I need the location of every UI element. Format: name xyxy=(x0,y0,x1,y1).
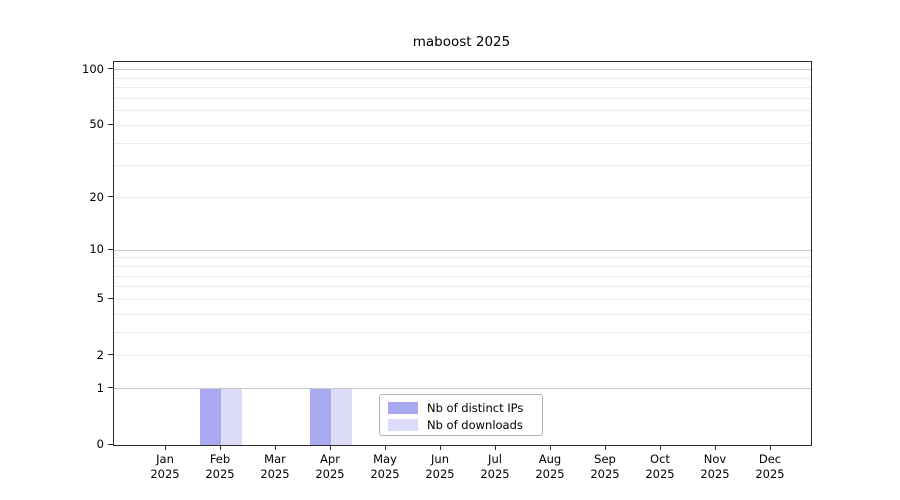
major-gridline xyxy=(114,69,811,71)
x-tick-mark xyxy=(384,445,386,450)
minor-gridline xyxy=(114,165,811,167)
minor-gridline xyxy=(114,286,811,288)
x-tick-mark xyxy=(494,445,496,450)
x-tick-mark xyxy=(604,445,606,450)
y-tick-mark xyxy=(108,196,113,198)
x-tick-year: 2025 xyxy=(260,467,290,481)
x-tick-mark xyxy=(219,445,221,450)
y-tick-mark xyxy=(108,354,113,356)
minor-gridline xyxy=(114,197,811,199)
major-gridline xyxy=(114,249,811,251)
x-tick-month: Oct xyxy=(650,452,670,466)
chart-title: maboost 2025 xyxy=(412,34,511,50)
plot-area: Nb of distinct IPs Nb of downloads xyxy=(113,61,812,446)
x-tick-month: Jun xyxy=(431,452,449,466)
x-tick-month: Aug xyxy=(538,452,562,466)
x-tick-year: 2025 xyxy=(755,467,785,481)
x-tick-year: 2025 xyxy=(480,467,510,481)
minor-gridline xyxy=(114,298,811,300)
x-tick-label: Jan 2025 xyxy=(135,452,195,482)
x-tick-label: Mar 2025 xyxy=(245,452,305,482)
x-tick-year: 2025 xyxy=(645,467,675,481)
minor-gridline xyxy=(114,313,811,315)
x-tick-month: Jul xyxy=(488,452,502,466)
bar-downloads xyxy=(221,388,242,445)
legend-label: Nb of distinct IPs xyxy=(427,400,524,415)
y-tick-label: 20 xyxy=(89,189,104,204)
x-tick-month: Nov xyxy=(703,452,727,466)
major-gridline xyxy=(114,388,811,390)
legend-label: Nb of downloads xyxy=(427,417,523,432)
x-tick-label: Feb 2025 xyxy=(190,452,250,482)
minor-gridline xyxy=(114,275,811,277)
y-tick-mark xyxy=(108,443,113,445)
minor-gridline xyxy=(114,257,811,259)
x-tick-month: Sep xyxy=(594,452,616,466)
x-tick-month: Apr xyxy=(320,452,340,466)
x-tick-year: 2025 xyxy=(700,467,730,481)
minor-gridline xyxy=(114,98,811,100)
y-tick-mark xyxy=(108,248,113,250)
minor-gridline xyxy=(114,265,811,267)
x-tick-mark xyxy=(439,445,441,450)
y-tick-mark xyxy=(108,297,113,299)
x-tick-mark xyxy=(329,445,331,450)
bar-distinct-ips xyxy=(310,388,331,445)
y-tick-label: 5 xyxy=(96,291,104,306)
x-tick-mark xyxy=(274,445,276,450)
minor-gridline xyxy=(114,124,811,126)
x-tick-year: 2025 xyxy=(425,467,455,481)
y-tick-mark xyxy=(108,387,113,389)
x-tick-label: Oct 2025 xyxy=(630,452,690,482)
bar-distinct-ips xyxy=(200,388,221,445)
x-tick-mark xyxy=(659,445,661,450)
x-tick-label: Jun 2025 xyxy=(410,452,470,482)
x-tick-label: Sep 2025 xyxy=(575,452,635,482)
x-tick-mark xyxy=(714,445,716,450)
legend-swatch xyxy=(388,418,418,431)
legend: Nb of distinct IPs Nb of downloads xyxy=(379,394,543,436)
y-tick-label: 2 xyxy=(96,347,104,362)
minor-gridline xyxy=(114,142,811,144)
minor-gridline xyxy=(114,331,811,333)
x-tick-year: 2025 xyxy=(315,467,345,481)
x-tick-label: Apr 2025 xyxy=(300,452,360,482)
x-tick-year: 2025 xyxy=(370,467,400,481)
legend-item: Nb of distinct IPs xyxy=(380,399,542,416)
x-tick-month: Feb xyxy=(209,452,231,466)
minor-gridline xyxy=(114,77,811,79)
legend-swatch xyxy=(388,401,418,414)
minor-gridline xyxy=(114,355,811,357)
x-tick-year: 2025 xyxy=(150,467,180,481)
x-tick-label: Aug 2025 xyxy=(520,452,580,482)
x-tick-month: Jan xyxy=(156,452,174,466)
x-tick-month: Dec xyxy=(758,452,782,466)
x-tick-year: 2025 xyxy=(535,467,565,481)
x-tick-mark xyxy=(549,445,551,450)
y-tick-mark xyxy=(108,68,113,70)
y-tick-label: 50 xyxy=(89,117,104,132)
x-tick-month: Mar xyxy=(264,452,286,466)
bar-downloads xyxy=(331,388,352,445)
minor-gridline xyxy=(114,87,811,89)
y-tick-label: 0 xyxy=(96,437,104,451)
x-tick-year: 2025 xyxy=(590,467,620,481)
x-tick-label: May 2025 xyxy=(355,452,415,482)
x-tick-month: May xyxy=(373,452,397,466)
x-tick-label: Nov 2025 xyxy=(685,452,745,482)
y-tick-mark xyxy=(108,123,113,125)
x-tick-year: 2025 xyxy=(205,467,235,481)
x-tick-label: Jul 2025 xyxy=(465,452,525,482)
legend-item: Nb of downloads xyxy=(380,416,542,433)
y-tick-label: 1 xyxy=(96,380,104,395)
x-tick-label: Dec 2025 xyxy=(740,452,800,482)
minor-gridline xyxy=(114,110,811,112)
x-tick-mark xyxy=(164,445,166,450)
y-tick-label: 10 xyxy=(89,242,104,257)
y-tick-label: 100 xyxy=(82,61,104,76)
x-tick-mark xyxy=(769,445,771,450)
